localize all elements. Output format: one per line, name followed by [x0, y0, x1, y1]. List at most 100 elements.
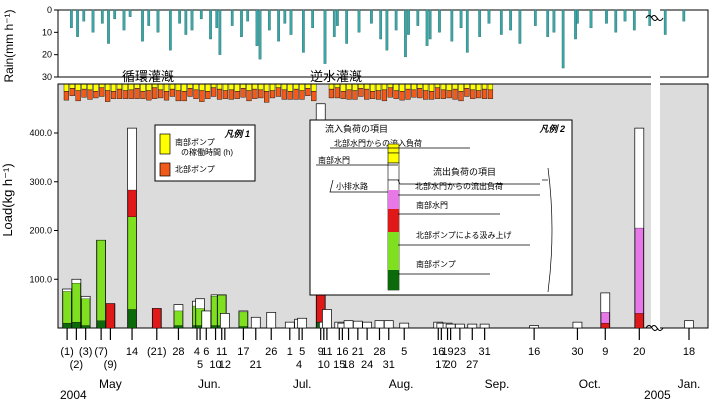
south-pump-hours-bar: [299, 83, 305, 91]
load-inflow-bar: [479, 323, 490, 329]
rain-bar: [509, 9, 512, 31]
load-outflow-segment-south-gate: [106, 303, 115, 329]
south-pump-hours-bar: [476, 83, 482, 91]
load-tick-label: 200.0: [29, 226, 52, 236]
rain-bar: [632, 9, 636, 31]
north-pump-hours-bar: [481, 88, 488, 99]
year-label-2004: 2004: [60, 388, 87, 401]
south-pump-hours-bar: [287, 83, 293, 92]
north-pump-hours-bar: [423, 90, 429, 100]
south-pump-hours-bar: [222, 83, 229, 91]
south-pump-hours-bar: [264, 83, 270, 92]
north-pump-hours-bar: [464, 88, 470, 97]
south-pump-hours-bar: [387, 83, 393, 88]
south-pump-hours-bar: [146, 83, 152, 91]
north-pump-hours-bar: [364, 88, 370, 100]
rain-bar: [230, 9, 234, 26]
rain-tick-label: 30: [42, 72, 52, 82]
rain-bar: [459, 9, 463, 29]
south-pump-hours-bar: [375, 83, 382, 91]
x-event-label: 16: [432, 346, 444, 358]
north-pump-hours-bar: [140, 91, 146, 99]
south-pump-hours-bar: [246, 83, 252, 91]
legend-1-box: [154, 124, 256, 182]
south-pump-hours-bar: [240, 83, 246, 89]
south-pump-hours-bar: [81, 83, 87, 90]
north-pump-hours-bar: [69, 88, 75, 96]
rain-bar: [100, 9, 104, 24]
north-pump-hours-bar: [470, 89, 476, 99]
rain-bar: [82, 9, 86, 22]
south-pump-hours-bar: [340, 83, 346, 92]
rain-bar: [70, 9, 73, 29]
north-pump-hours-bar: [187, 88, 193, 97]
south-pump-hours-bar: [205, 83, 211, 92]
x-event-label: 18: [683, 346, 695, 358]
x-event-label: 27: [466, 359, 478, 371]
example-inflow-bottom: [387, 162, 400, 181]
rain-bar: [487, 9, 491, 24]
load-inflow-bar: [399, 322, 410, 329]
rain-bar: [605, 9, 608, 24]
north-pump-hours-bar: [134, 88, 140, 99]
north-pump-hours-bar: [246, 90, 252, 102]
south-pump-hours-bar: [440, 83, 446, 91]
rain-bar: [332, 9, 336, 37]
load-outflow-segment-south-pump: [62, 322, 72, 329]
north-pump-hours-bar: [163, 91, 170, 101]
rain-bar: [209, 9, 212, 40]
south-pump-hours-bar: [358, 83, 364, 89]
x-event-label: 6: [203, 346, 209, 358]
north-pump-hours-bar: [63, 91, 70, 101]
south-pump-hours-bar: [175, 83, 181, 91]
north-pump-hours-bar: [352, 90, 358, 100]
north-pump-hours-bar: [476, 90, 482, 99]
north-pump-hours-bar: [334, 87, 340, 99]
south-pump-hours-bar: [470, 83, 476, 91]
south-pump-hours-bar: [423, 83, 429, 91]
north-pump-hours-bar: [158, 89, 164, 99]
north-pump-hours-bar: [193, 89, 199, 99]
x-event-label: 31: [479, 346, 491, 358]
north-pump-hours-bar: [434, 87, 441, 99]
axis-break-mark-bottom: [645, 325, 664, 331]
legend-1-north-label: 北部ポンプ: [175, 164, 215, 174]
rain-bar: [546, 9, 550, 37]
x-event-label: 4: [194, 346, 200, 358]
rain-panel: 0 10 20 30 Rain(mm h⁻¹): [2, 5, 709, 83]
x-event-label: (2): [70, 359, 83, 371]
legend-2-outflow-lift: 北部ポンプによる汲み上げ: [416, 230, 512, 240]
month-label: Jun.: [198, 377, 221, 391]
x-event-label: 28: [172, 346, 184, 358]
rain-bar: [499, 9, 503, 35]
north-pump-hours-bar: [458, 91, 464, 102]
load-inflow-bar: [219, 313, 230, 329]
month-label: Jul.: [293, 377, 312, 391]
rain-bar: [184, 9, 188, 35]
legend-2: 凡例 2 流入負荷の項目 北部水門からの流入負荷 南部水門 小排水路 流出負荷の…: [309, 119, 573, 296]
rain-bar: [357, 9, 361, 33]
x-axis-ticks: [66, 328, 690, 340]
rain-bar: [289, 9, 293, 35]
north-pump-hours-bar: [411, 89, 417, 98]
example-inflow-mid: [387, 152, 400, 164]
legend-2-example-bar: [387, 143, 400, 291]
x-event-label: 12: [219, 359, 231, 371]
load-inflow-bar: [529, 325, 539, 329]
x-event-label: 16: [528, 346, 540, 358]
load-outflow-segment-north-pump: [127, 216, 137, 310]
south-pump-hours-bar: [110, 83, 117, 92]
north-pump-hours-bar: [122, 90, 128, 99]
south-pump-hours-bar: [481, 83, 488, 90]
x-event-label: 1: [287, 346, 293, 358]
rain-bar: [240, 9, 243, 37]
load-panel: 100.0 200.0 300.0 400.0 Load(kg h⁻¹) 循環灌漑 逆…: [0, 9, 709, 401]
north-pump-hours-bar: [199, 90, 205, 102]
legend-1: 凡例 1 南部ポンプ の稼働時間 (h) 北部ポンプ: [154, 124, 256, 182]
rain-bar: [283, 9, 287, 24]
load-outflow-segment-north-gate: [635, 227, 644, 314]
north-pump-hours-bar: [287, 91, 293, 100]
north-pump-hours-bar: [399, 91, 405, 101]
north-pump-hours-bar: [93, 91, 99, 99]
